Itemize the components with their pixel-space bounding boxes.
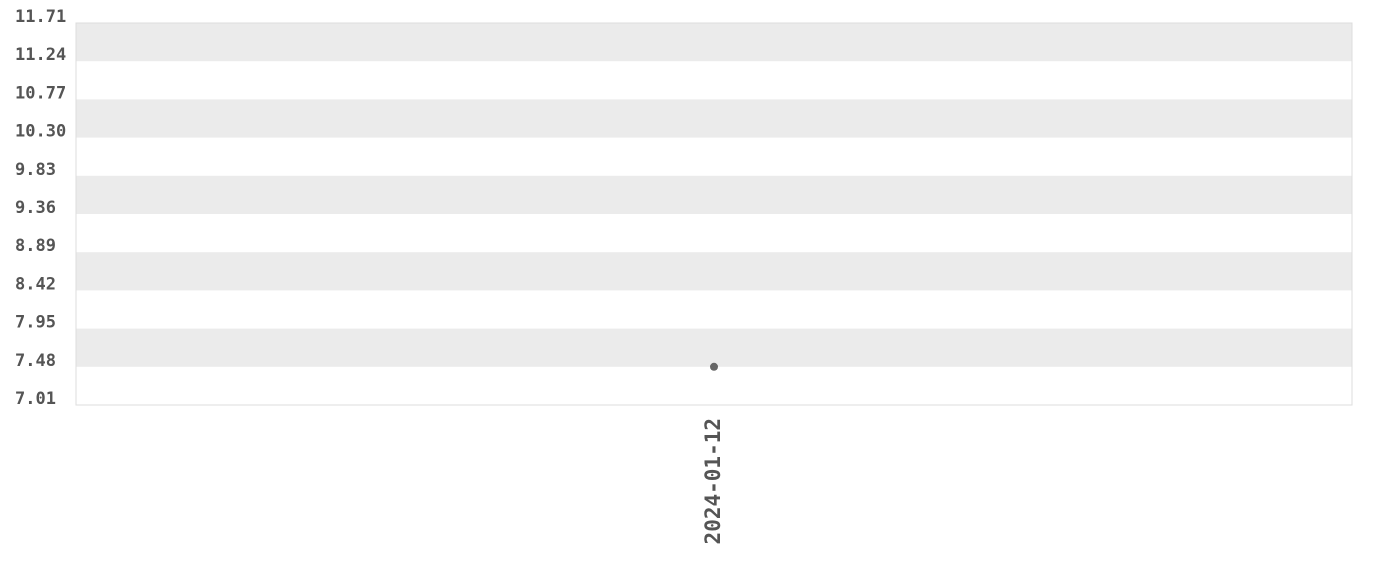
y-tick-label: 10.77 — [15, 83, 66, 103]
y-tick-label: 11.24 — [15, 45, 66, 65]
plot-border — [75, 22, 1353, 406]
grid-bands — [76, 23, 1352, 367]
y-tick-label: 8.89 — [15, 236, 56, 256]
grid-band — [76, 252, 1352, 291]
y-tick-label: 7.01 — [15, 389, 56, 409]
x-tick-label: 2024-01-12 — [701, 418, 725, 544]
y-tick-label: 7.95 — [15, 313, 56, 333]
y-tick-label: 9.83 — [15, 160, 56, 180]
y-tick-label: 11.71 — [15, 7, 66, 27]
grid-band — [76, 23, 1352, 62]
y-axis: 7.01 7.48 7.95 8.42 8.89 9.36 9.83 10.30 10.77 11… — [15, 7, 66, 409]
y-tick-label: 8.42 — [15, 274, 56, 294]
y-tick-label: 7.48 — [15, 351, 56, 371]
series-points — [710, 362, 718, 371]
grid-band — [76, 175, 1352, 214]
grid-band — [76, 328, 1352, 367]
x-axis: 2024-01-12 — [701, 418, 725, 544]
data-point — [710, 362, 718, 371]
grid-band — [76, 99, 1352, 138]
y-tick-label: 10.30 — [15, 122, 66, 142]
y-tick-label: 9.36 — [15, 198, 56, 218]
